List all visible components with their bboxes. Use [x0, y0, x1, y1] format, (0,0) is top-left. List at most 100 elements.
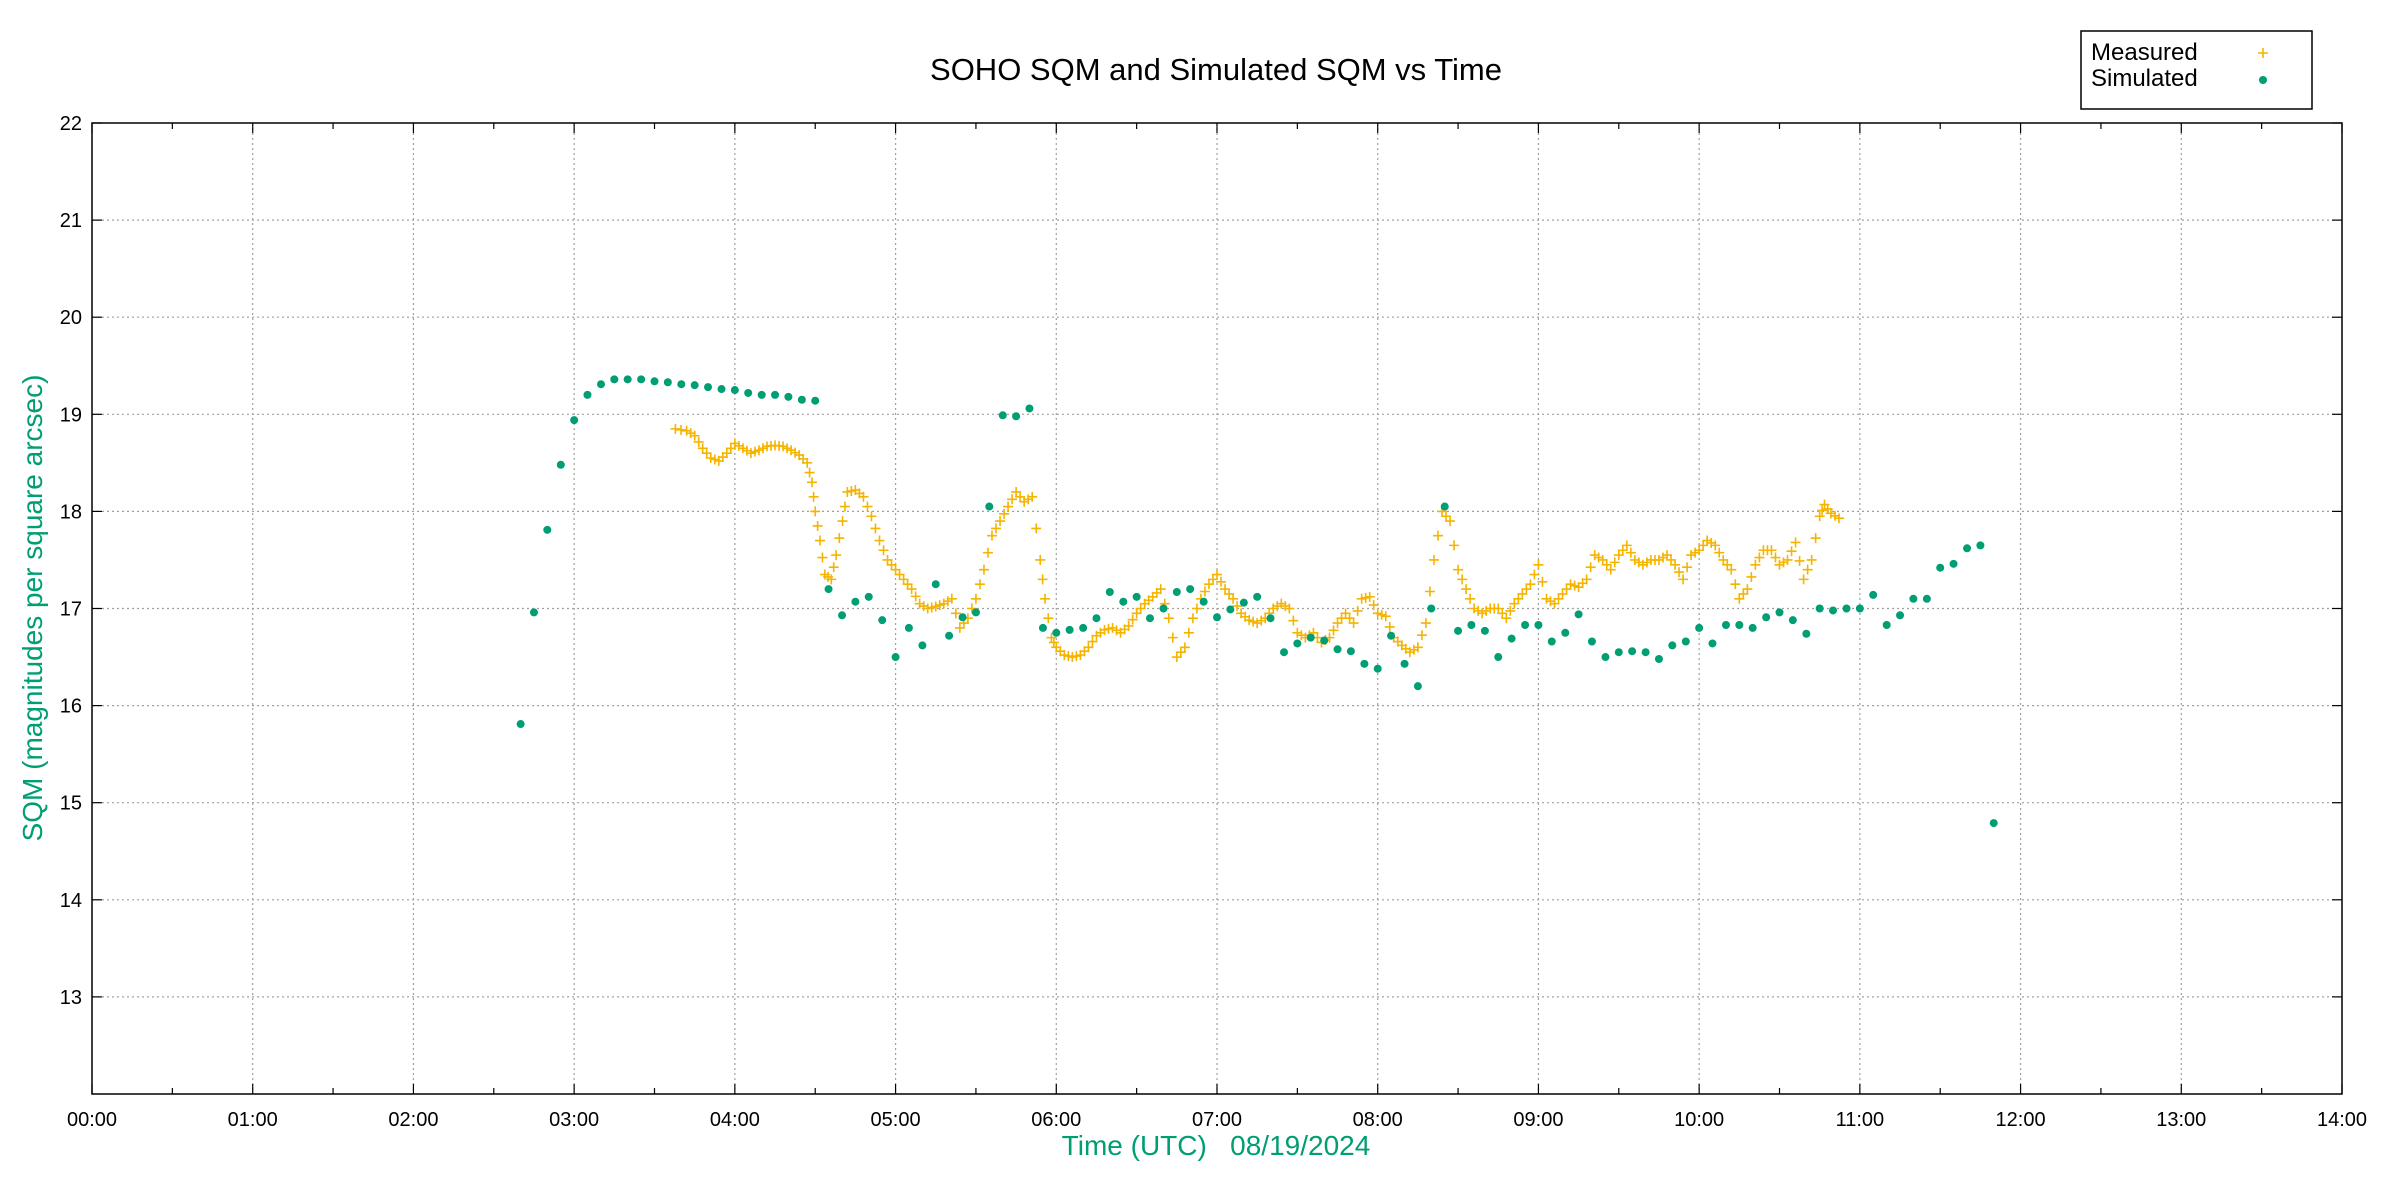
measured-point [1183, 627, 1194, 638]
simulated-point [1293, 639, 1302, 648]
measured-point [1505, 605, 1516, 616]
x-tick-label: 08:00 [1353, 1109, 1403, 1131]
measured-point [1501, 613, 1512, 624]
x-tick-label: 11:00 [1836, 1109, 1885, 1131]
simulated-point [1949, 559, 1958, 568]
measured-point [1670, 559, 1681, 570]
measured-point [1412, 642, 1423, 653]
measured-point [1163, 613, 1174, 624]
x-tick-label: 13:00 [2156, 1109, 2206, 1131]
measured-point [1625, 547, 1636, 558]
simulated-point [945, 631, 954, 640]
simulated-point [1989, 819, 1998, 828]
measured-point [999, 508, 1010, 519]
measured-point [1714, 547, 1725, 558]
simulated-point [744, 388, 753, 397]
measured-point [874, 535, 885, 546]
measured-point [1814, 511, 1825, 522]
simulated-point [1333, 645, 1342, 654]
measured-point [1621, 540, 1632, 551]
simulated-point [1025, 404, 1034, 413]
measured-point [1605, 564, 1616, 575]
measured-point [1284, 603, 1295, 614]
measured-point [1288, 615, 1299, 626]
simulated-point [1721, 621, 1730, 630]
simulated-point [784, 392, 793, 401]
measured-point [878, 545, 889, 556]
measured-point [870, 523, 881, 534]
measured-point [802, 457, 813, 468]
simulated-point [1641, 648, 1650, 657]
measured-point [1352, 605, 1363, 616]
simulated-point [851, 597, 860, 606]
simulated-point [1507, 634, 1516, 643]
simulated-point [985, 502, 994, 511]
measured-point [1087, 636, 1098, 647]
measured-point [1465, 593, 1476, 604]
simulated-point [1346, 647, 1355, 656]
simulated-point [1909, 594, 1918, 603]
simulated-point [838, 611, 847, 620]
simulated-point [1092, 614, 1101, 623]
measured-point [837, 516, 848, 527]
measured-point [1678, 574, 1689, 585]
measured-point [1806, 554, 1817, 565]
simulated-point [1681, 637, 1690, 646]
measured-point [910, 591, 921, 602]
measured-point [834, 533, 845, 544]
y-tick-label: 19 [60, 404, 82, 426]
simulated-point [1199, 597, 1208, 606]
measured-point [1682, 562, 1693, 573]
simulated-point [677, 380, 686, 389]
simulated-point [663, 378, 672, 387]
measured-point [1199, 586, 1210, 597]
simulated-point [1052, 628, 1061, 637]
simulated-point [1172, 587, 1181, 596]
x-tick-label: 14:00 [2317, 1109, 2367, 1131]
measured-point [1810, 533, 1821, 544]
measured-point [831, 550, 842, 561]
simulated-point [1400, 659, 1409, 668]
measured-point [1457, 574, 1468, 585]
simulated-point [891, 653, 900, 662]
measured-point [1585, 562, 1596, 573]
measured-point [1432, 530, 1443, 541]
simulated-point [771, 390, 780, 399]
simulated-point [730, 386, 739, 395]
y-tick-label: 20 [60, 307, 82, 329]
chart-title: SOHO SQM and Simulated SQM vs Time [930, 52, 1502, 87]
simulated-point [824, 585, 833, 594]
simulated-point [1735, 621, 1744, 630]
simulated-point [1601, 653, 1610, 662]
simulated-point [1842, 604, 1851, 613]
measured-point [1802, 564, 1813, 575]
measured-point [1328, 625, 1339, 636]
x-tick-label: 04:00 [710, 1109, 760, 1131]
measured-point [1416, 630, 1427, 641]
measured-point [1083, 642, 1094, 653]
measured-point [995, 516, 1006, 527]
simulated-point [1561, 628, 1570, 637]
simulated-point [1802, 629, 1811, 638]
measured-point [991, 523, 1002, 534]
simulated-point [1654, 654, 1663, 663]
simulated-point [637, 375, 646, 384]
simulated-point [1521, 621, 1530, 630]
legend-label-measured: Measured [2091, 39, 2198, 66]
simulated-point [1963, 544, 1972, 553]
simulated-point [1480, 626, 1489, 635]
y-axis-label: SQM (magnitudes per square arcsec) [17, 375, 48, 842]
measured-point [1609, 557, 1620, 568]
simulated-point [1748, 623, 1757, 632]
simulated-point [1226, 605, 1235, 614]
x-tick-label: 09:00 [1513, 1109, 1563, 1131]
measured-point [974, 579, 985, 590]
measured-point [978, 564, 989, 575]
legend: Measured Simulated [2080, 30, 2313, 110]
simulated-point [1213, 613, 1221, 622]
measured-point [1007, 494, 1018, 505]
measured-point [1384, 621, 1395, 632]
simulated-point [1614, 648, 1623, 657]
legend-box [2080, 30, 2313, 110]
grid [92, 123, 2342, 1094]
